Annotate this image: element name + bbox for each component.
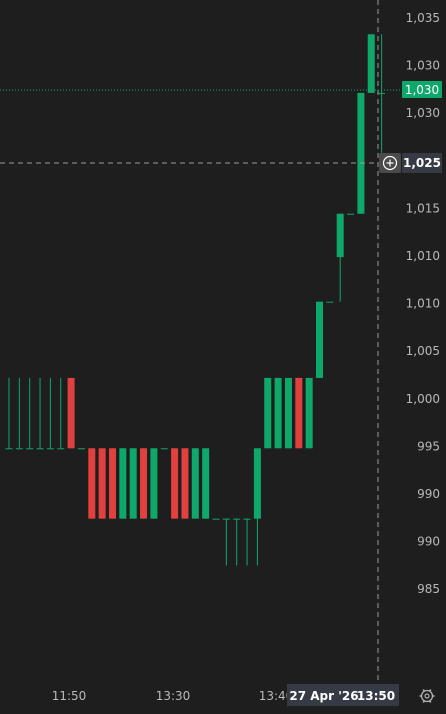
candle-body[interactable] <box>326 301 334 303</box>
price-tick-label: 985 <box>417 582 440 596</box>
time-tick-label: 13:40 <box>259 689 294 703</box>
candle-body[interactable] <box>284 377 292 449</box>
crosshair-time-badge <box>287 684 399 706</box>
candle-body[interactable] <box>109 448 116 519</box>
crosshair-price-badge <box>402 153 442 173</box>
plus-circle-icon-ring <box>382 155 398 171</box>
candle-body[interactable] <box>253 448 261 519</box>
candle-body[interactable] <box>264 377 272 449</box>
candle-body[interactable] <box>98 448 106 519</box>
candle-body[interactable] <box>171 448 179 519</box>
last-price-label: 1,030 <box>405 83 439 97</box>
crosshair-date-label: 27 Apr '26 <box>289 689 358 703</box>
crosshair-time-label: 13:50 <box>357 689 395 703</box>
price-tick-label: 995 <box>417 439 440 453</box>
price-tick-label: 1,000 <box>406 392 440 406</box>
candle-body[interactable] <box>181 448 189 519</box>
price-tick-label: 990 <box>417 487 440 501</box>
price-axis[interactable]: 1,0351,0301,0301,0201,0151,0101,0101,005… <box>406 11 440 596</box>
candle-body[interactable] <box>57 448 65 450</box>
price-tick-label: 1,010 <box>406 249 440 263</box>
candle-body[interactable] <box>202 448 210 519</box>
price-tick-label: 1,010 <box>406 297 440 311</box>
candle-body[interactable] <box>5 448 13 450</box>
time-tick-label: 13:30 <box>156 689 191 703</box>
candle-body[interactable] <box>36 448 44 450</box>
candle-body[interactable] <box>367 34 375 93</box>
candle-body[interactable] <box>150 448 158 519</box>
gear-icon[interactable] <box>419 689 435 703</box>
candle-body[interactable] <box>46 448 54 450</box>
candle-body[interactable] <box>160 448 168 450</box>
candle-body[interactable] <box>140 448 148 519</box>
candle-body[interactable] <box>222 518 230 520</box>
price-tick-label: 990 <box>417 535 440 549</box>
candle-body[interactable] <box>119 448 127 519</box>
candle-body[interactable] <box>336 213 344 258</box>
price-tick-label: 1,015 <box>406 201 440 215</box>
price-tick-label: 1,030 <box>406 59 440 73</box>
candle-body[interactable] <box>357 92 365 214</box>
candle-body[interactable] <box>212 518 220 520</box>
last-price-badge <box>402 81 442 98</box>
candle-body[interactable] <box>305 377 313 449</box>
candle-body[interactable] <box>274 377 282 449</box>
candle-body[interactable] <box>67 377 75 449</box>
time-axis[interactable]: 11:50 13:30 13:40 <box>52 689 294 703</box>
candle-body[interactable] <box>129 448 137 519</box>
crosshair-price-label: 1,025 <box>403 156 441 170</box>
price-tick-label: 1,030 <box>406 106 440 120</box>
candle-body[interactable] <box>26 448 34 450</box>
candle-body[interactable] <box>233 518 241 520</box>
candle-body[interactable] <box>15 448 23 450</box>
price-tick-label: 1,005 <box>406 344 440 358</box>
candle-body[interactable] <box>347 213 355 215</box>
price-tick-label: 1,035 <box>406 11 440 25</box>
candles-layer <box>5 34 386 566</box>
candle-body[interactable] <box>316 301 323 378</box>
time-tick-label: 11:50 <box>52 689 87 703</box>
candle-body[interactable] <box>295 377 303 449</box>
candle-body[interactable] <box>191 448 199 519</box>
candle-body[interactable] <box>243 518 251 520</box>
candle-body[interactable] <box>378 92 386 94</box>
candle-body[interactable] <box>88 448 96 519</box>
candle-body[interactable] <box>77 448 85 450</box>
